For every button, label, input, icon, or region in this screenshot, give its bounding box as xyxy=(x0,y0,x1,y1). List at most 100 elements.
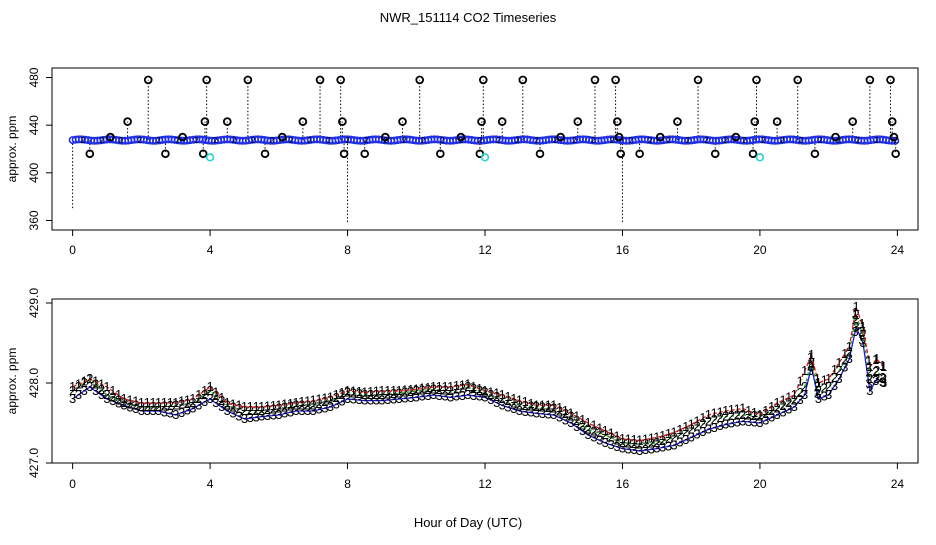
series-2-point: 2 xyxy=(846,345,853,360)
series-3-point: 3 xyxy=(556,410,563,425)
spike-point xyxy=(202,75,211,85)
series-1-point: 1 xyxy=(247,399,254,414)
series-3-point: 3 xyxy=(728,416,735,431)
series-3-point: 3 xyxy=(533,405,540,420)
x-axis-label: Hour of Day (UTC) xyxy=(414,515,522,530)
series-1-point: 1 xyxy=(785,390,792,405)
series-1-point: 1 xyxy=(858,316,865,331)
series-1-point: 1 xyxy=(390,383,397,398)
series-1-point: 1 xyxy=(590,418,597,433)
series-3-point: 3 xyxy=(224,403,231,418)
series-1-point: 1 xyxy=(556,400,563,415)
series-1-point: 1 xyxy=(808,347,815,362)
baseline-green-marker: 2 xyxy=(875,136,880,145)
series-3-point: 3 xyxy=(716,418,723,433)
series-1-point: 1 xyxy=(533,397,540,412)
spike-point xyxy=(198,149,208,159)
series-3-point: 3 xyxy=(779,404,786,419)
series-1-point: 1 xyxy=(81,374,88,389)
series-1-point: 1 xyxy=(321,390,328,405)
series-3-point: 3 xyxy=(762,412,769,427)
baseline-green-marker: 2 xyxy=(572,136,577,145)
series-3-point: 3 xyxy=(785,402,792,417)
baseline-green-marker: 2 xyxy=(345,136,350,145)
baseline-green-marker: 2 xyxy=(326,136,331,145)
chart-title: NWR_151114 CO2 Timeseries xyxy=(380,10,557,25)
series-2-point: 2 xyxy=(155,399,162,414)
cyan-outlier-point xyxy=(755,153,765,162)
spike-point xyxy=(810,149,820,159)
series-1-point: 1 xyxy=(327,389,334,404)
baseline-green-marker: 2 xyxy=(478,136,483,145)
series-1-point: 1 xyxy=(751,405,758,420)
series-1-point: 1 xyxy=(631,432,638,447)
series-1-point: 1 xyxy=(470,379,477,394)
series-1-point: 1 xyxy=(395,383,402,398)
series-2-point: 2 xyxy=(92,376,99,391)
series-1-point: 1 xyxy=(642,432,649,447)
series-1-point: 1 xyxy=(831,362,838,377)
x-tick-label-bottom: 0 xyxy=(69,477,76,491)
series-3-point: 3 xyxy=(464,387,471,402)
series-1-point: 1 xyxy=(722,403,729,418)
series-2-point: 2 xyxy=(178,397,185,412)
series-1-point: 1 xyxy=(75,376,82,391)
series-3-point: 3 xyxy=(808,359,815,374)
series-2-point: 2 xyxy=(172,397,179,412)
series-3-point: 3 xyxy=(608,437,615,452)
series-2-point: 2 xyxy=(144,399,151,414)
series-3-point: 3 xyxy=(821,389,828,404)
series-3-point: 3 xyxy=(155,403,162,418)
series-1-point: 1 xyxy=(636,433,643,448)
series-2-point: 2 xyxy=(344,385,351,400)
series-2-point: 2 xyxy=(253,403,260,418)
series-2-point: 2 xyxy=(785,395,792,410)
spike-point xyxy=(887,117,897,126)
series-2-point: 2 xyxy=(98,382,105,397)
series-3-point: 3 xyxy=(801,387,808,402)
spike-point xyxy=(673,117,682,126)
series-3-point: 3 xyxy=(858,333,865,348)
series-1-point: 1 xyxy=(333,387,340,402)
spike-point xyxy=(260,149,270,159)
series-3-point: 3 xyxy=(602,435,609,450)
series-1-point: 1 xyxy=(459,377,466,392)
spike-point xyxy=(655,132,665,142)
series-3-point: 3 xyxy=(247,410,254,425)
series-1-point: 1 xyxy=(745,403,752,418)
series-2-point: 2 xyxy=(103,387,110,402)
series-2-point: 2 xyxy=(189,395,196,410)
spike-point xyxy=(243,75,253,85)
series-3-point: 3 xyxy=(264,408,271,423)
series-3-point: 3 xyxy=(539,406,546,421)
series-3-point: 3 xyxy=(636,443,643,458)
series-2-point: 2 xyxy=(275,401,282,416)
series-1-point: 1 xyxy=(779,392,786,407)
spike-point xyxy=(748,149,758,159)
series-3-point: 3 xyxy=(103,391,110,406)
series-1-point: 1 xyxy=(184,392,191,407)
series-3-point: 3 xyxy=(751,414,758,429)
series-2-point: 2 xyxy=(711,412,718,427)
series-1-point: 1 xyxy=(98,376,105,391)
series-2-point: 2 xyxy=(149,399,156,414)
series-3-point: 3 xyxy=(642,442,649,457)
series-2-point: 2 xyxy=(224,397,231,412)
series-2-point: 2 xyxy=(670,429,677,444)
series-3-point: 3 xyxy=(841,360,848,375)
series-1-point: 1 xyxy=(504,389,511,404)
series-3-point: 3 xyxy=(132,401,139,416)
series-3-point: 3 xyxy=(138,403,145,418)
series-2-point: 2 xyxy=(281,400,288,415)
series-2-point: 2 xyxy=(773,401,780,416)
series-2-point: 2 xyxy=(522,398,529,413)
series-1-point: 1 xyxy=(161,395,168,410)
series-2-point: 2 xyxy=(235,401,242,416)
series-1-point: 1 xyxy=(665,426,672,441)
series-2-point: 2 xyxy=(815,383,822,398)
series-2-point: 2 xyxy=(384,386,391,401)
series-2-point: 2 xyxy=(835,363,842,378)
series-1-point: 1 xyxy=(487,384,494,399)
series-2-point: 2 xyxy=(762,406,769,421)
